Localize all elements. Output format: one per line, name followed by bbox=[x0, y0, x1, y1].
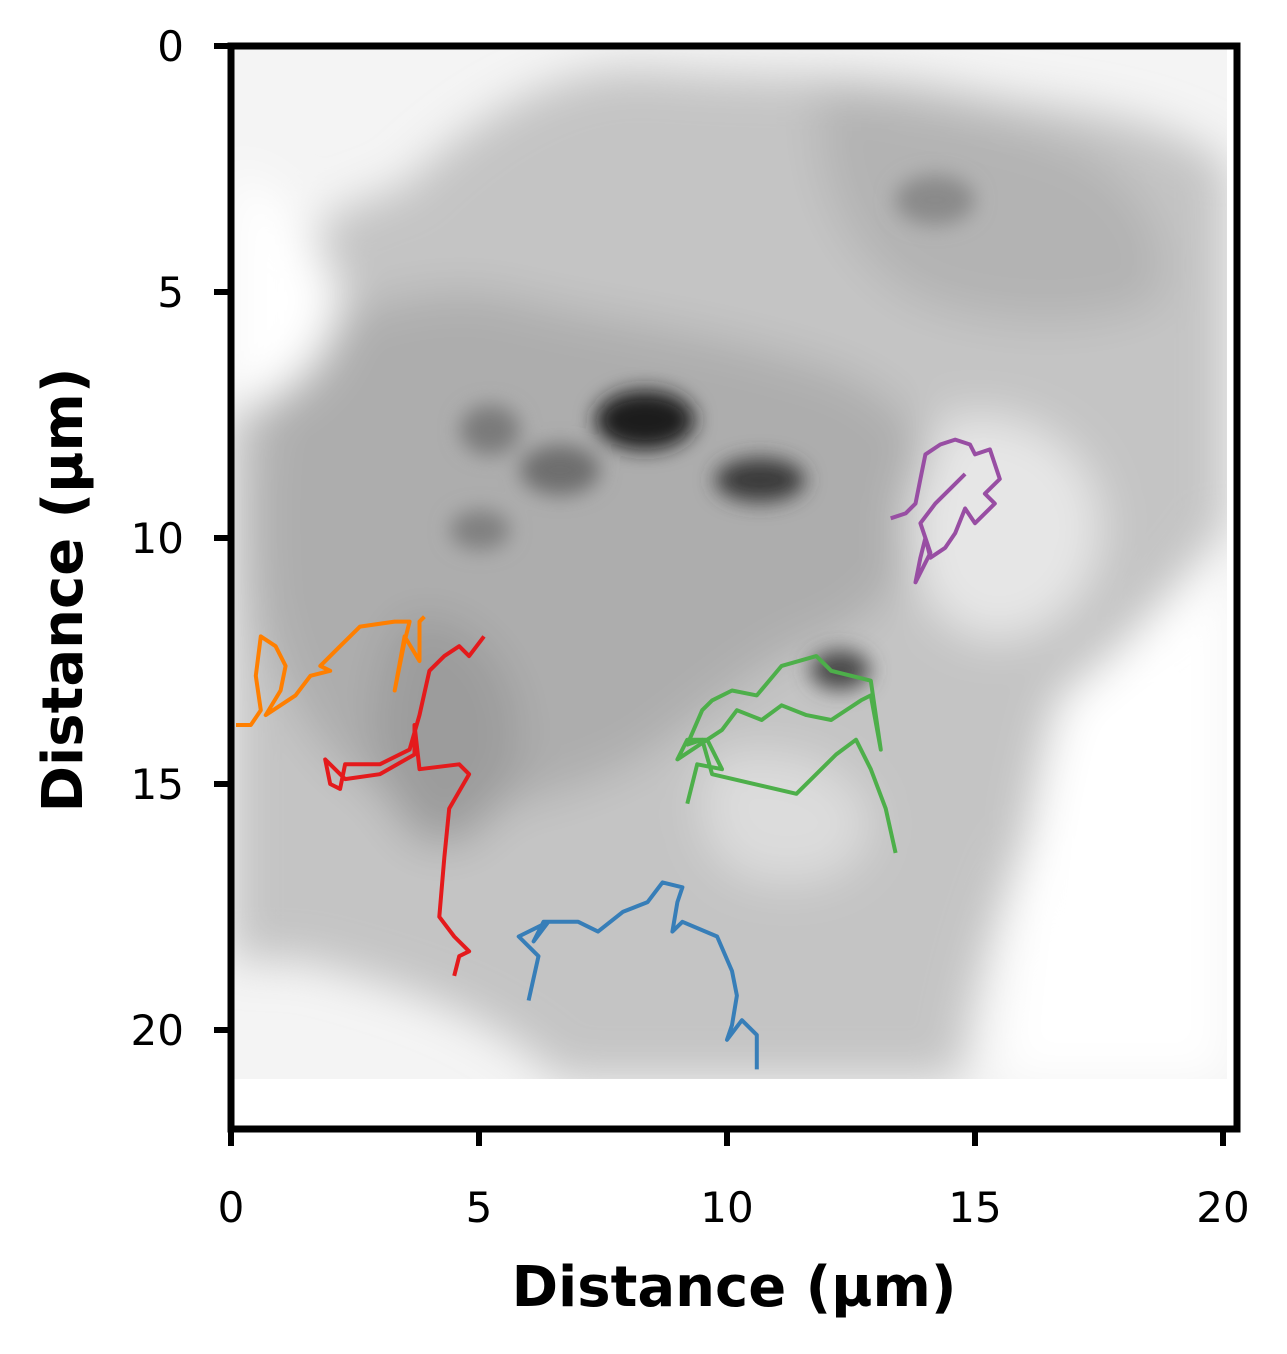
y-axis-ticks: 0 5 10 15 20 bbox=[131, 22, 231, 1055]
trajectory-layer bbox=[236, 437, 1002, 1070]
y-axis-label: Distance (µm) bbox=[31, 368, 96, 813]
x-tick-label: 0 bbox=[218, 1183, 245, 1232]
y-tick-label: 20 bbox=[131, 1006, 184, 1055]
y-tick-label: 10 bbox=[131, 514, 184, 563]
y-tick-label: 0 bbox=[157, 22, 184, 71]
x-tick-label: 5 bbox=[466, 1183, 493, 1232]
x-axis-ticks: 0 5 10 15 20 bbox=[218, 1129, 1250, 1232]
trajectory-line-2 bbox=[323, 635, 486, 977]
x-axis-label: Distance (µm) bbox=[512, 1255, 957, 1320]
x-tick-label: 20 bbox=[1196, 1183, 1249, 1232]
axes-frame bbox=[227, 42, 1241, 1133]
micrograph-image bbox=[231, 46, 1227, 1079]
trajectory-line-3 bbox=[516, 880, 759, 1070]
x-tick-label: 15 bbox=[948, 1183, 1001, 1232]
y-tick-label: 15 bbox=[131, 760, 184, 809]
trajectory-line-5 bbox=[890, 437, 1002, 585]
y-tick-label: 5 bbox=[157, 268, 184, 317]
x-tick-label: 10 bbox=[700, 1183, 753, 1232]
trajectory-line-4 bbox=[675, 654, 898, 854]
trajectory-line-1 bbox=[236, 615, 426, 727]
